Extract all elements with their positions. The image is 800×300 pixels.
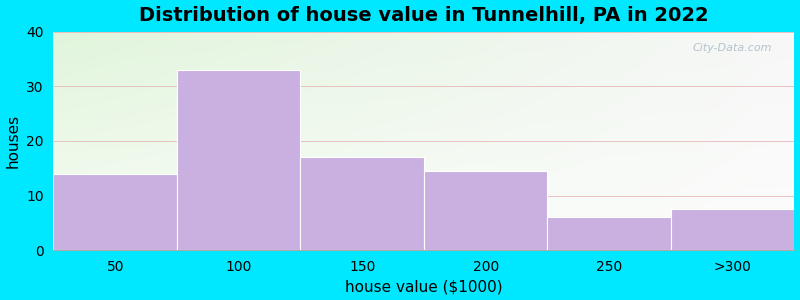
Bar — [177, 70, 301, 250]
Bar — [424, 171, 547, 250]
X-axis label: house value ($1000): house value ($1000) — [345, 279, 502, 294]
Y-axis label: houses: houses — [6, 114, 21, 168]
Bar — [301, 157, 424, 250]
Bar — [547, 218, 671, 250]
Bar — [671, 209, 794, 250]
Text: City-Data.com: City-Data.com — [693, 43, 772, 52]
Bar — [54, 174, 177, 250]
Title: Distribution of house value in Tunnelhill, PA in 2022: Distribution of house value in Tunnelhil… — [139, 6, 709, 25]
